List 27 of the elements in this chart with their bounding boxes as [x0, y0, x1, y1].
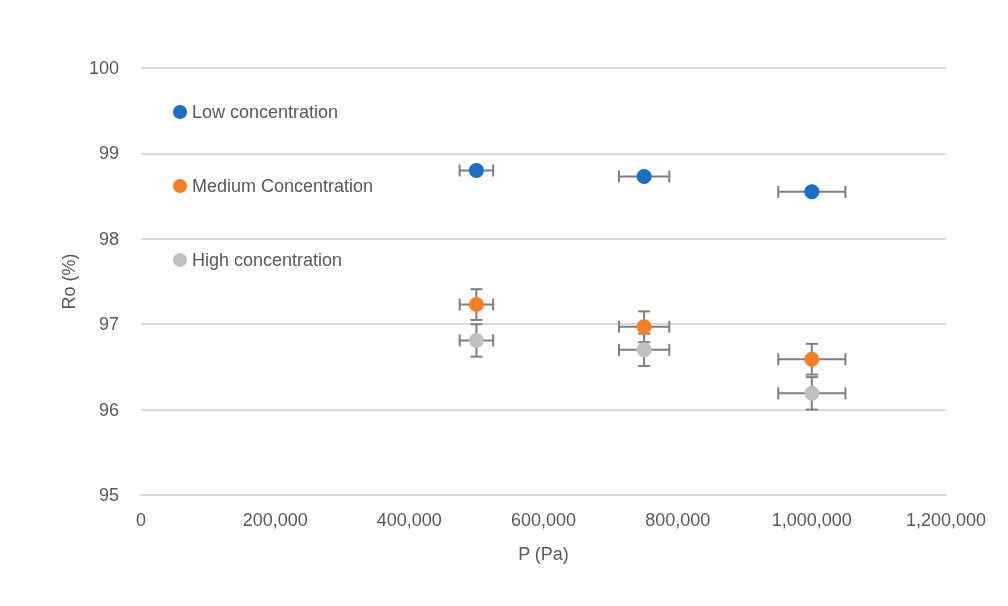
x-tick-label: 400,000: [376, 510, 442, 530]
point: [804, 385, 820, 401]
y-tick-label: 95: [98, 485, 119, 505]
y-tick-label: 97: [98, 314, 119, 335]
y-tick-label: 99: [98, 143, 119, 164]
x-tick-label: 1,200,000: [905, 510, 987, 530]
x-tick-label: 600,000: [510, 510, 577, 530]
point: [636, 319, 652, 335]
legend-label: Medium Concentration: [192, 176, 374, 196]
y-tick-label: 100: [88, 58, 119, 78]
x-tick-label: 800,000: [645, 510, 711, 530]
x-tick-label: 0: [135, 510, 147, 530]
x-axis-title: P (Pa): [518, 544, 569, 564]
legend-label: High concentration: [192, 250, 343, 270]
point: [804, 351, 820, 367]
x-tick-label: 1,000,000: [771, 510, 852, 530]
y-tick-label: 96: [98, 399, 119, 420]
point: [468, 162, 484, 178]
point: [468, 297, 484, 313]
point: [636, 342, 652, 358]
point: [636, 168, 652, 184]
point: [468, 332, 484, 348]
y-tick-label: 98: [98, 228, 119, 249]
legend-label: Low concentration: [192, 102, 339, 122]
x-tick-label: 200,000: [242, 510, 308, 530]
y-axis-title: Ro (%): [59, 253, 80, 310]
point: [804, 184, 820, 200]
